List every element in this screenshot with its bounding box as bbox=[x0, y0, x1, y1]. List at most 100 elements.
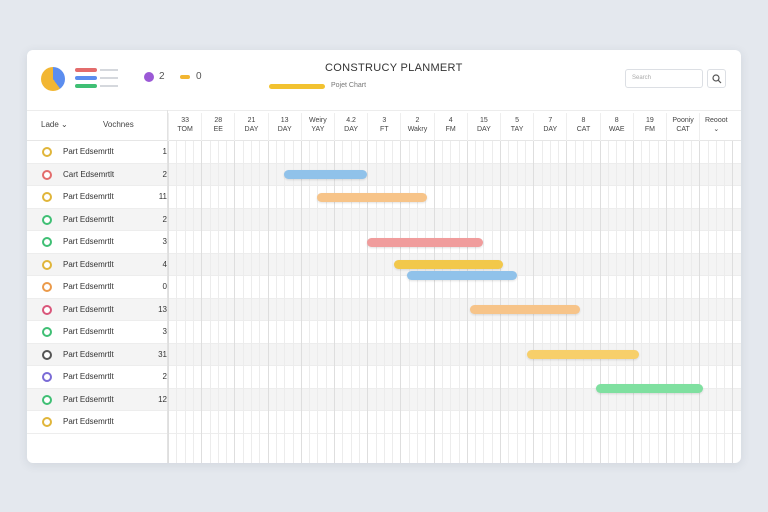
day-column-header[interactable]: 33 TOM bbox=[168, 113, 201, 141]
day-name: DAY bbox=[476, 126, 491, 133]
day-name: DAY bbox=[244, 126, 259, 133]
day-column-header[interactable]: Reooot ⌄ bbox=[699, 113, 732, 141]
task-label: Part Edsemrtlt bbox=[63, 327, 114, 336]
pie-chart-icon bbox=[41, 67, 65, 91]
grid-line bbox=[607, 141, 609, 463]
day-column-header[interactable]: Pooniy CAT bbox=[666, 113, 699, 141]
legend-line bbox=[100, 85, 118, 87]
grid-line bbox=[350, 141, 352, 463]
search-button[interactable] bbox=[707, 69, 726, 88]
day-number: 8 bbox=[581, 117, 586, 124]
grid-line bbox=[358, 141, 360, 463]
grid-line bbox=[176, 141, 178, 463]
day-column-header[interactable]: 8 CAT bbox=[566, 113, 599, 141]
day-column-header[interactable]: 21 DAY bbox=[234, 113, 267, 141]
day-number: 8 bbox=[614, 117, 619, 124]
task-bar[interactable] bbox=[367, 237, 484, 247]
page-subtitle: Pojet Chart bbox=[331, 82, 367, 89]
day-column-header[interactable]: 19 FM bbox=[632, 113, 666, 141]
legend-line bbox=[100, 69, 118, 71]
day-column-header[interactable]: 4 FM bbox=[433, 113, 467, 141]
task-bar[interactable] bbox=[596, 383, 703, 393]
day-column-header[interactable]: 28 EE bbox=[201, 113, 234, 141]
bar-icon[interactable] bbox=[180, 75, 190, 79]
grid-line bbox=[558, 141, 560, 463]
task-value: 12 bbox=[158, 394, 167, 404]
task-bar[interactable] bbox=[317, 192, 427, 202]
grid-line bbox=[483, 141, 485, 463]
grid-line bbox=[375, 141, 377, 463]
search-icon bbox=[712, 74, 722, 84]
task-bar[interactable] bbox=[284, 170, 368, 179]
legend-line bbox=[100, 77, 118, 79]
task-label: Part Edsemrtlt bbox=[63, 372, 114, 381]
day-name: DAY bbox=[344, 126, 359, 133]
day-column-header[interactable]: Weiry YAY bbox=[300, 113, 334, 141]
grid-line bbox=[682, 141, 684, 463]
status-dot-icon bbox=[42, 259, 52, 270]
grid-line bbox=[217, 141, 219, 463]
search-input[interactable]: Search bbox=[625, 69, 703, 88]
task-label: Cart Edsemrtlt bbox=[63, 169, 115, 179]
task-value: 1 bbox=[162, 147, 167, 156]
day-column-header[interactable]: 5 TAY bbox=[500, 113, 533, 141]
legend-swatch-blue bbox=[75, 76, 97, 80]
task-value: 11 bbox=[158, 192, 167, 201]
legend-swatch-green bbox=[75, 84, 97, 88]
task-bar[interactable] bbox=[407, 271, 517, 281]
grid-line bbox=[408, 141, 410, 463]
grid-line bbox=[201, 141, 203, 463]
grid-line bbox=[292, 141, 294, 463]
grid-line bbox=[317, 141, 319, 463]
grid-line bbox=[632, 141, 634, 463]
day-number: 21 bbox=[247, 117, 256, 124]
day-name: DAY bbox=[277, 126, 292, 133]
grid-line bbox=[690, 141, 692, 463]
task-value: 4 bbox=[162, 259, 167, 269]
grid-line bbox=[724, 141, 726, 463]
task-value: 0 bbox=[162, 282, 167, 291]
day-number: Reooot bbox=[704, 117, 728, 124]
grid-line bbox=[192, 141, 194, 463]
grid-line bbox=[234, 141, 236, 463]
grid-line bbox=[707, 141, 709, 463]
day-number: 3 bbox=[382, 117, 387, 124]
grid-line bbox=[433, 141, 435, 463]
grid-line bbox=[284, 141, 286, 463]
day-name: YAY bbox=[311, 126, 325, 133]
grid-line bbox=[275, 141, 277, 463]
grid-line bbox=[209, 141, 211, 463]
day-number: Weiry bbox=[309, 117, 327, 124]
grid-line bbox=[383, 141, 385, 463]
day-column-header[interactable]: 7 DAY bbox=[533, 113, 566, 141]
status-dot-icon bbox=[42, 282, 52, 292]
day-column-header[interactable]: 13 DAY bbox=[267, 113, 301, 141]
grid-line bbox=[450, 141, 452, 463]
grid-line bbox=[516, 141, 518, 463]
task-value: 2 bbox=[162, 169, 167, 179]
grid-line bbox=[400, 141, 402, 463]
day-name: TAY bbox=[510, 126, 524, 133]
status-dot-icon bbox=[42, 237, 52, 247]
day-column-header[interactable]: 15 DAY bbox=[466, 113, 500, 141]
day-column-header[interactable]: 4.2 DAY bbox=[334, 113, 367, 141]
legend-swatch-red bbox=[75, 68, 97, 72]
day-number: 7 bbox=[548, 117, 553, 124]
day-column-header[interactable]: 8 WAE bbox=[599, 113, 633, 141]
task-bar[interactable] bbox=[526, 350, 640, 359]
task-bar[interactable] bbox=[393, 260, 504, 269]
day-column-header[interactable]: 3 FT bbox=[367, 113, 400, 141]
tag-icon[interactable] bbox=[144, 72, 154, 82]
grid-line bbox=[666, 141, 667, 463]
status-dot-icon bbox=[42, 214, 52, 225]
grid-line bbox=[533, 141, 535, 463]
task-value: 2 bbox=[162, 372, 167, 381]
grid-line bbox=[342, 141, 344, 463]
subtitle-swatch bbox=[269, 84, 325, 89]
day-name: CAT bbox=[576, 126, 591, 133]
grid-line bbox=[500, 141, 501, 463]
task-bar[interactable] bbox=[470, 305, 580, 314]
day-column-header[interactable]: 2 Wakry bbox=[400, 113, 433, 141]
lade-dropdown[interactable]: Lade ⌄ bbox=[41, 120, 68, 129]
day-number: 4 bbox=[448, 117, 453, 124]
